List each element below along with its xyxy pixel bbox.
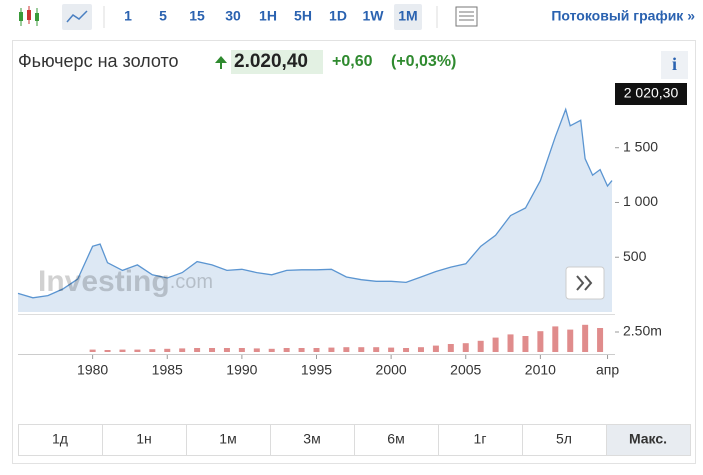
up-arrow xyxy=(215,56,227,69)
last-price-label: 2 020,30 xyxy=(624,85,679,101)
line-icon[interactable] xyxy=(62,4,92,30)
interval-button[interactable]: 30 xyxy=(225,8,241,24)
range-label[interactable]: Макс. xyxy=(629,431,667,447)
volume-bar xyxy=(223,348,230,352)
range-label[interactable]: 1м xyxy=(219,431,236,447)
range-label[interactable]: 1н xyxy=(136,431,152,447)
volume-bar xyxy=(388,347,395,352)
interval-button[interactable]: 15 xyxy=(189,8,205,24)
volume-bar xyxy=(507,334,514,352)
change: +0,60 xyxy=(332,53,373,70)
volume-bar xyxy=(492,337,499,352)
candle-icon[interactable] xyxy=(19,6,39,26)
change-pct: (+0,03%) xyxy=(391,53,456,70)
x-tick-label: апр xyxy=(596,362,619,378)
range-label[interactable]: 1д xyxy=(52,431,68,447)
x-tick-label: 2000 xyxy=(376,362,407,378)
range-button[interactable] xyxy=(102,424,187,456)
volume-bar xyxy=(119,349,126,352)
y-tick-label: 1 500 xyxy=(623,138,658,154)
y-tick-label: 2.50m xyxy=(623,323,662,339)
x-tick-label: 1990 xyxy=(226,362,257,378)
volume-bar xyxy=(104,350,111,352)
volume-bar xyxy=(343,347,350,352)
range-button[interactable] xyxy=(522,424,607,456)
range-label[interactable]: 5л xyxy=(556,431,572,447)
x-tick-label: 1980 xyxy=(77,362,108,378)
range-button[interactable] xyxy=(606,424,691,456)
interval-button[interactable]: 1W xyxy=(363,8,385,24)
price: 2.020,40 xyxy=(234,51,308,72)
instrument-title: Фьючерс на золото xyxy=(18,51,179,71)
volume-bar xyxy=(149,349,156,352)
volume-bar xyxy=(283,348,290,352)
scroll-button[interactable] xyxy=(565,266,605,300)
interval-button[interactable]: 5H xyxy=(294,8,312,24)
volume-bar xyxy=(582,324,589,352)
interval-active-bg xyxy=(394,4,422,30)
info-icon[interactable]: i xyxy=(672,54,677,74)
y-tick-label: 1 000 xyxy=(623,193,658,209)
volume-bar xyxy=(597,328,604,352)
volume-bar xyxy=(209,348,216,352)
volume-bar xyxy=(134,349,141,352)
last-price-box xyxy=(615,83,687,105)
range-label[interactable]: 6м xyxy=(387,431,404,447)
x-tick-label: 1985 xyxy=(152,362,183,378)
interval-button[interactable]: 1H xyxy=(259,8,277,24)
table-icon[interactable] xyxy=(455,6,478,27)
volume-bar xyxy=(89,349,96,352)
volume-bar xyxy=(328,347,335,352)
volume-bar xyxy=(417,347,424,352)
x-tick-label: 2005 xyxy=(450,362,481,378)
watermark: Investing.com xyxy=(38,265,213,298)
volume-bar xyxy=(552,326,559,352)
interval-button[interactable]: 1 xyxy=(124,8,132,24)
volume-bar xyxy=(447,344,454,352)
volume-bar xyxy=(477,340,484,352)
volume-bar xyxy=(253,348,260,352)
volume-bar xyxy=(358,347,365,352)
volume-bar xyxy=(298,348,305,352)
interval-button[interactable]: 1D xyxy=(329,8,347,24)
volume-bar xyxy=(462,343,469,352)
frame xyxy=(12,40,696,464)
range-button[interactable] xyxy=(270,424,355,456)
price-box xyxy=(231,50,323,74)
volume-bar xyxy=(164,348,171,352)
stream-link[interactable]: Потоковый график » xyxy=(551,8,695,24)
price-area xyxy=(18,109,613,313)
volume-bar xyxy=(567,329,574,352)
range-label[interactable]: 1г xyxy=(474,431,487,447)
y-tick-label: 500 xyxy=(623,248,647,264)
volume-bar xyxy=(313,348,320,352)
interval-button[interactable]: 1M xyxy=(398,8,417,24)
x-tick-label: 1995 xyxy=(301,362,332,378)
volume-bar xyxy=(522,336,529,352)
info-button[interactable] xyxy=(661,51,688,79)
volume-bar xyxy=(373,347,380,352)
range-button[interactable] xyxy=(186,424,271,456)
volume-bar xyxy=(537,331,544,352)
range-label[interactable]: 3м xyxy=(303,431,320,447)
interval-button[interactable]: 5 xyxy=(159,8,167,24)
x-tick-label: 2010 xyxy=(525,362,556,378)
volume-bar xyxy=(432,345,439,352)
volume-bar xyxy=(238,348,245,352)
volume-bar xyxy=(268,348,275,352)
price-line xyxy=(17,107,613,299)
volume-bar xyxy=(194,348,201,352)
volume-bar xyxy=(403,348,410,352)
range-button[interactable] xyxy=(438,424,523,456)
volume-bar xyxy=(179,348,186,352)
